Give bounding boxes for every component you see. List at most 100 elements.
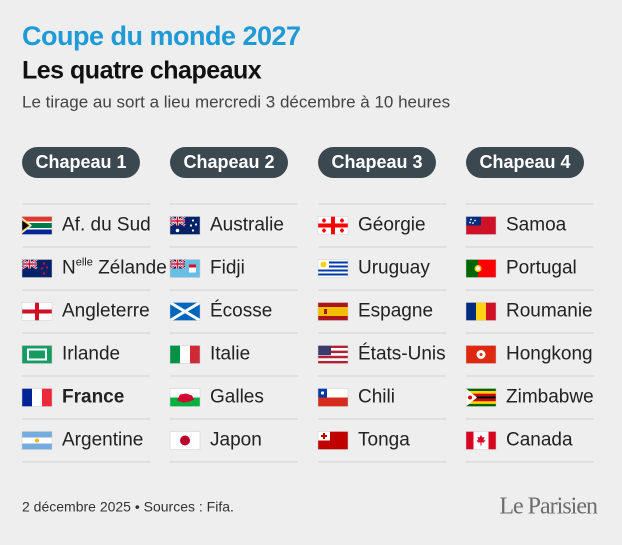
team-name: Hongkong <box>506 344 593 365</box>
flag <box>465 302 497 321</box>
flag <box>21 345 53 364</box>
flag-part <box>190 345 200 364</box>
flag-part <box>318 273 348 276</box>
flag-part <box>470 218 472 221</box>
flag-part <box>318 345 331 356</box>
flag-part <box>191 219 195 222</box>
flag-part <box>318 271 348 274</box>
flag <box>465 388 497 407</box>
column-header: Chapeau 1 <box>35 152 126 172</box>
flag-part <box>194 223 198 226</box>
flag-part <box>42 272 46 275</box>
flag-border <box>21 302 53 321</box>
team-name: Écosse <box>210 301 272 322</box>
flag-part <box>318 307 348 316</box>
description: Le tirage au sort a lieu mercredi 3 déce… <box>22 92 450 111</box>
flag-border <box>21 216 53 235</box>
flag-part <box>191 229 195 232</box>
flag <box>169 345 201 364</box>
team-name: Italie <box>210 344 250 365</box>
flag-part <box>40 267 44 270</box>
flag <box>21 216 53 235</box>
flag-border <box>21 259 53 278</box>
flag-part <box>318 269 348 272</box>
flag-part <box>32 388 42 407</box>
flag-part <box>22 309 52 314</box>
team-name: France <box>62 387 124 408</box>
flag <box>21 388 53 407</box>
flag-part <box>469 221 471 224</box>
flag <box>169 388 201 407</box>
flag-part <box>35 438 39 443</box>
flag-border <box>169 259 201 278</box>
flag-border <box>169 345 201 364</box>
flag-part <box>42 262 46 265</box>
team-name: Galles <box>210 387 264 408</box>
flag-part <box>476 435 486 446</box>
flag-part <box>318 265 348 268</box>
flag-part <box>478 259 496 278</box>
flag-part <box>318 259 348 262</box>
flag-part <box>170 345 180 364</box>
flag-part <box>466 302 476 321</box>
flag-part <box>322 219 326 222</box>
flag-part <box>180 345 190 364</box>
flag-part <box>42 388 52 407</box>
flag-part <box>318 261 348 264</box>
flag <box>317 216 349 235</box>
flag-part <box>320 261 327 268</box>
flag-part <box>189 264 196 273</box>
pill <box>318 147 436 178</box>
flag-part <box>170 216 185 226</box>
flag-part <box>466 401 496 404</box>
team-name: Géorgie <box>358 215 426 236</box>
flag-part <box>466 216 481 226</box>
flag <box>21 258 53 278</box>
flag-part <box>22 431 52 438</box>
flag-border <box>21 431 53 450</box>
flag-part <box>318 355 348 359</box>
flag-part <box>318 348 348 351</box>
flag <box>465 216 497 235</box>
flag-part <box>169 301 201 322</box>
team-name: Samoa <box>506 215 567 236</box>
pill <box>170 147 288 178</box>
flag <box>21 431 53 450</box>
flag-border <box>465 216 497 235</box>
flag-border <box>21 345 53 364</box>
footer-note: 2 décembre 2025 • Sources : Fifa. <box>22 499 234 515</box>
flag-part <box>175 228 180 233</box>
flag-part <box>476 302 486 321</box>
flag-border <box>169 216 201 235</box>
team-name: Angleterre <box>62 301 150 322</box>
flag-border <box>465 302 497 321</box>
flag <box>317 345 349 364</box>
team-name: Portugal <box>506 258 577 279</box>
title: Coupe du monde 2027 <box>22 21 301 51</box>
flag <box>169 215 201 235</box>
flag-part <box>318 353 348 356</box>
flag-part <box>474 219 476 222</box>
flag-border <box>317 431 349 450</box>
team-name: Af. du Sud <box>62 215 151 236</box>
flag-part <box>318 267 348 270</box>
team-name: Fidji <box>210 258 245 279</box>
flag-part <box>22 220 29 231</box>
flag-part <box>320 391 325 395</box>
flag-part <box>476 266 480 271</box>
flag-part <box>22 259 37 269</box>
team-name-part: N <box>62 258 76 279</box>
flag-part <box>177 393 194 403</box>
flag-part <box>479 353 483 356</box>
column-header: Chapeau 4 <box>479 152 570 172</box>
flag-part <box>318 397 348 407</box>
column-header: Chapeau 2 <box>183 152 274 172</box>
flag-part <box>318 263 348 266</box>
flag-part <box>466 398 496 402</box>
flag <box>21 302 53 321</box>
team-name: Argentine <box>62 430 143 451</box>
team-name: Tonga <box>358 430 410 451</box>
team-name: Canada <box>506 430 573 451</box>
flag-part <box>22 443 52 450</box>
flag-border <box>21 388 53 407</box>
